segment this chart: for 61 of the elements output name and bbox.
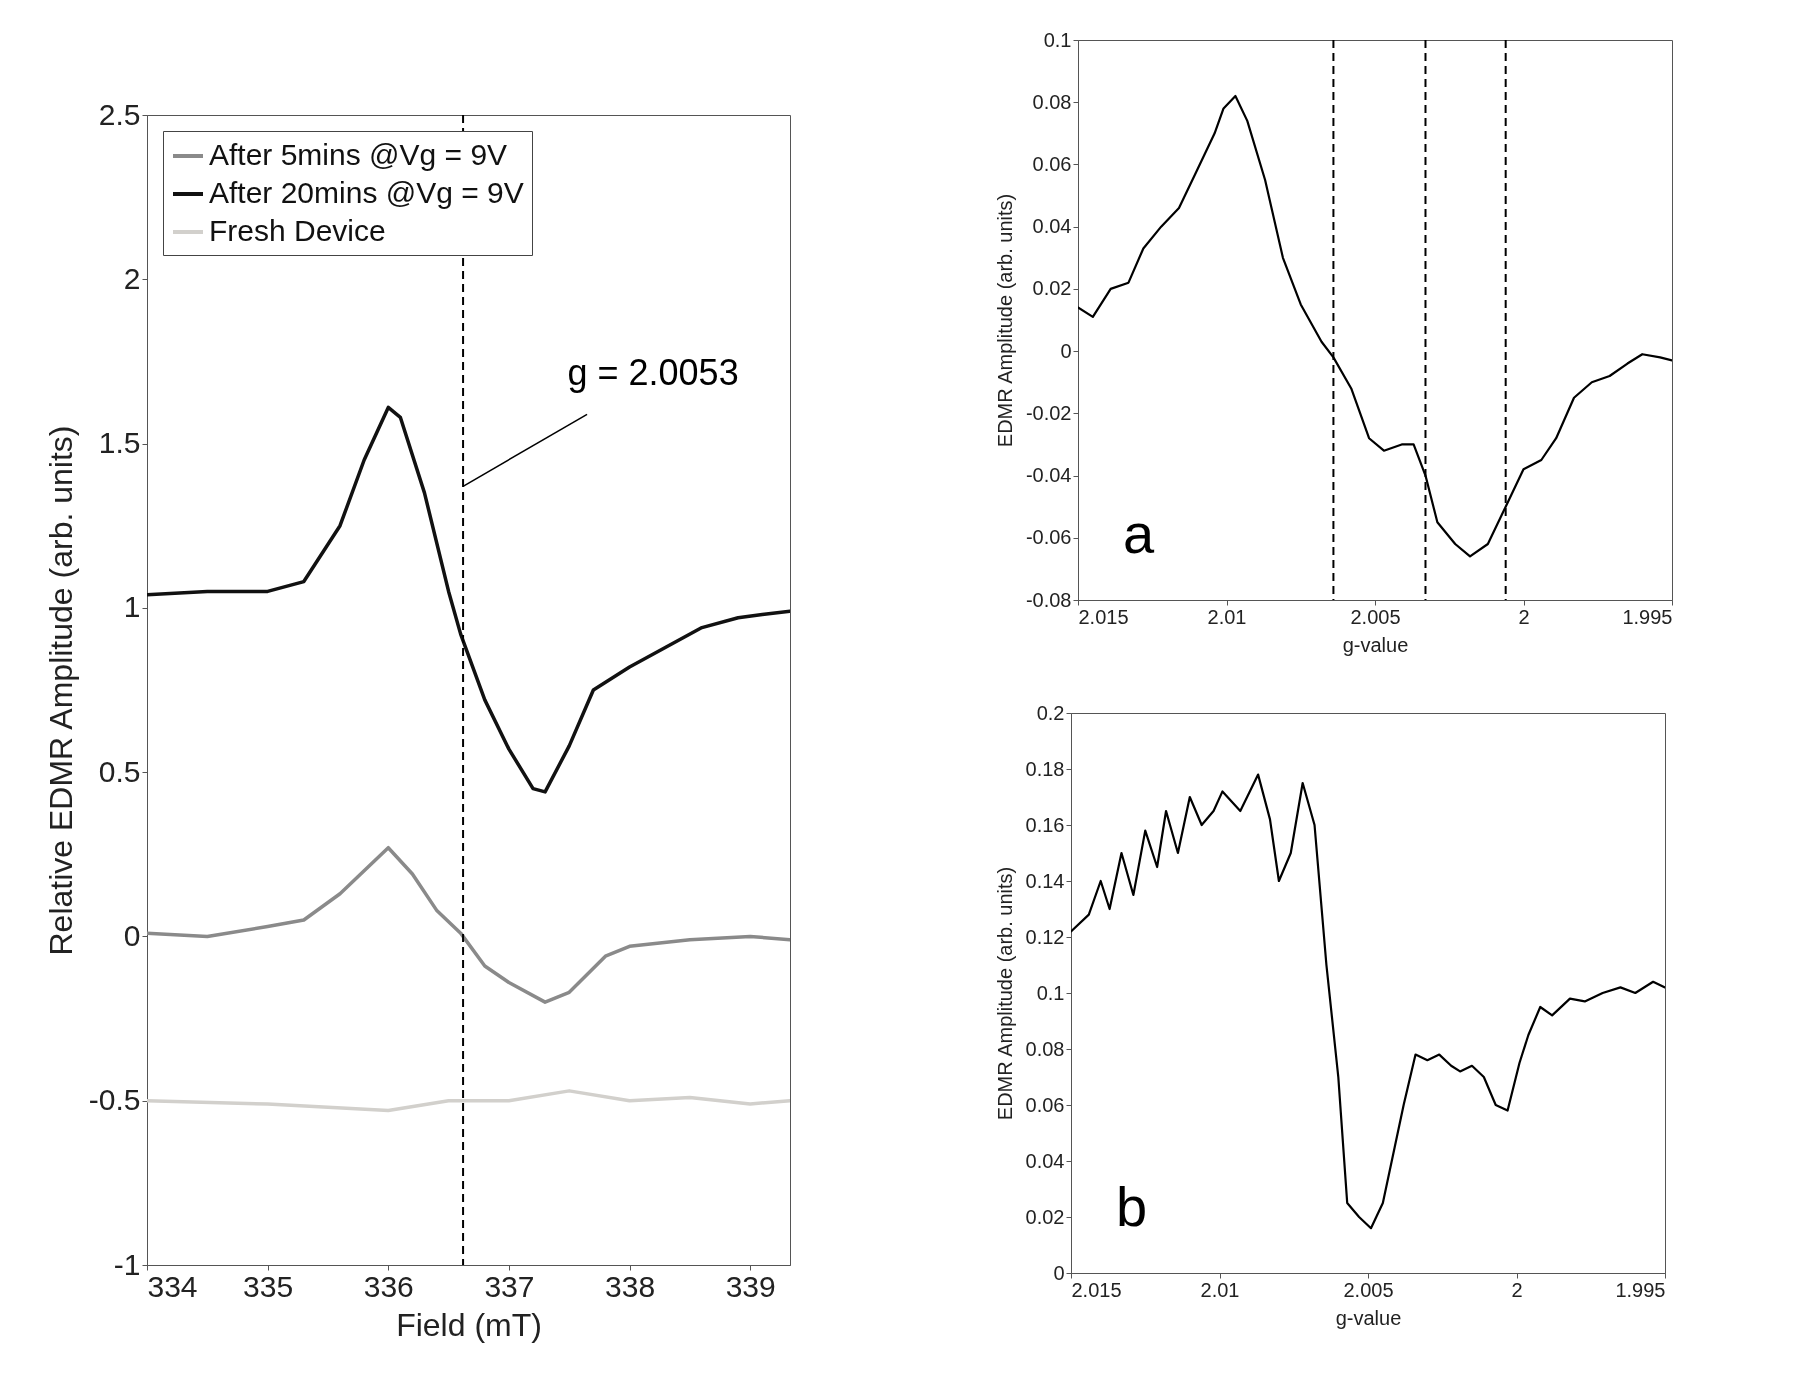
line-series <box>1071 773 1665 1230</box>
y-tick-label: 0.06 <box>1032 152 1072 175</box>
y-axis-title: EDMR Amplitude (arb. units) <box>993 193 1016 448</box>
x-tick-label: 2.005 <box>1350 605 1401 628</box>
x-axis-title: g-value <box>1342 633 1409 656</box>
x-tick-label: 2 <box>1518 605 1530 628</box>
x-axis-title: g-value <box>1335 1306 1402 1329</box>
y-tick-label: -1 <box>113 1247 141 1281</box>
y-tick-label: 0.16 <box>1025 813 1065 836</box>
y-axis-title: Relative EDMR Amplitude (arb. units) <box>42 425 79 956</box>
y-tick-label: 0.06 <box>1025 1093 1065 1116</box>
y-tick-label: 0.08 <box>1032 90 1072 113</box>
y-tick-label: 0.02 <box>1025 1205 1065 1228</box>
line-series <box>147 405 790 794</box>
y-tick-label: 0 <box>1053 1261 1065 1284</box>
y-tick-label: 0.04 <box>1025 1149 1065 1172</box>
annotation: b <box>1116 1175 1148 1238</box>
y-tick-label: 2.5 <box>98 97 141 131</box>
x-tick-label: 1.995 <box>1622 605 1673 628</box>
y-tick-label: 1 <box>123 590 141 624</box>
y-tick-label: 0.5 <box>98 754 141 788</box>
x-tick-label: 2.005 <box>1343 1278 1394 1301</box>
y-axis-title: EDMR Amplitude (arb. units) <box>993 866 1016 1121</box>
y-tick-label: 0.18 <box>1025 757 1065 780</box>
y-tick-label: 0.02 <box>1032 277 1072 300</box>
y-tick-label: -0.08 <box>1025 588 1072 611</box>
annotation: a <box>1123 502 1155 565</box>
x-tick-label: 2.01 <box>1200 1278 1240 1301</box>
y-tick-label: -0.5 <box>88 1083 141 1117</box>
y-tick-label: 0.1 <box>1043 28 1072 51</box>
line-series <box>147 1089 790 1113</box>
y-tick-label: 0.2 <box>1036 701 1065 724</box>
y-tick-label: 2 <box>123 261 141 295</box>
x-tick-label: 337 <box>484 1269 535 1303</box>
y-tick-label: 0.04 <box>1032 215 1072 238</box>
x-tick-label: 334 <box>147 1269 198 1303</box>
legend-label: After 5mins @Vg = 9V <box>209 138 508 171</box>
line-series <box>147 845 790 1004</box>
x-tick-label: 1.995 <box>1615 1278 1666 1301</box>
x-tick-label: 335 <box>243 1269 294 1303</box>
legend-label: After 20mins @Vg = 9V <box>209 176 524 209</box>
y-tick-label: 0.14 <box>1025 869 1065 892</box>
y-tick-label: 0.12 <box>1025 925 1065 948</box>
y-tick-label: -0.04 <box>1025 464 1072 487</box>
y-tick-label: -0.02 <box>1025 401 1072 424</box>
x-tick-label: 336 <box>363 1269 414 1303</box>
annotation: g = 2.0053 <box>567 352 739 394</box>
y-tick-label: 0.1 <box>1036 981 1065 1004</box>
y-tick-label: 0.08 <box>1025 1037 1065 1060</box>
x-axis-title: Field (mT) <box>396 1306 542 1343</box>
x-tick-label: 2.015 <box>1071 1278 1122 1301</box>
y-tick-label: 0 <box>1060 339 1072 362</box>
y-tick-label: 0 <box>123 918 141 952</box>
y-tick-label: -0.06 <box>1025 526 1072 549</box>
x-tick-label: 2 <box>1511 1278 1523 1301</box>
x-tick-label: 2.015 <box>1078 605 1129 628</box>
y-tick-label: 1.5 <box>98 426 141 460</box>
x-tick-label: 2.01 <box>1207 605 1247 628</box>
x-tick-label: 339 <box>725 1269 776 1303</box>
x-tick-label: 338 <box>605 1269 656 1303</box>
legend-label: Fresh Device <box>209 214 386 247</box>
